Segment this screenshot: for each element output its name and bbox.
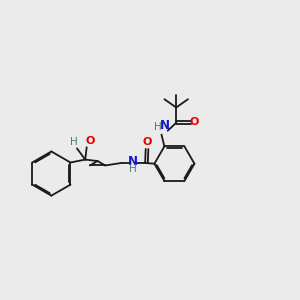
- Text: O: O: [142, 136, 152, 147]
- Text: N: N: [128, 155, 138, 168]
- Text: H: H: [154, 122, 162, 132]
- Text: H: H: [70, 137, 78, 148]
- Text: O: O: [85, 136, 95, 146]
- Text: N: N: [160, 119, 170, 132]
- Text: O: O: [190, 117, 199, 127]
- Text: H: H: [129, 164, 136, 174]
